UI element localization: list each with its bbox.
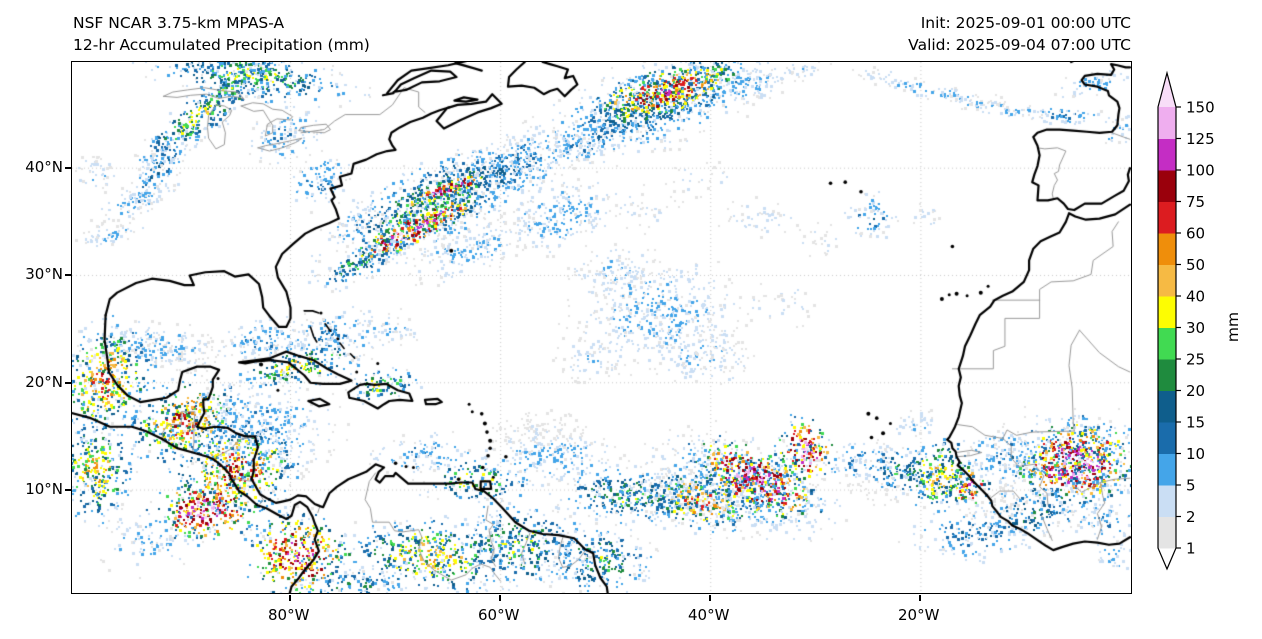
colorbar-tick-label: 15 — [1186, 414, 1205, 432]
x-tickmark — [919, 595, 921, 601]
colorbar-segment — [1158, 107, 1176, 139]
colorbar-tick-label: 2 — [1186, 508, 1196, 526]
colorbar-tick-label: 100 — [1186, 162, 1215, 180]
colorbar-segment — [1158, 264, 1176, 297]
y-tick-label-40n: 40°N — [25, 158, 63, 176]
colorbar-unit-label: mm — [1224, 312, 1242, 342]
colorbar-segment — [1158, 201, 1176, 234]
colorbar-segment — [1158, 390, 1176, 423]
colorbar-segment — [1158, 296, 1176, 328]
y-tickmark — [65, 489, 71, 491]
x-tickmark — [499, 595, 501, 601]
colorbar-tick-label: 1 — [1186, 540, 1196, 558]
colorbar-over-arrow — [1158, 73, 1176, 107]
colorbar-segment — [1158, 170, 1176, 202]
y-tickmark — [65, 274, 71, 276]
y-tick-label-30n: 30°N — [25, 265, 63, 283]
colorbar-tick-label: 10 — [1186, 445, 1205, 463]
colorbar-under-arrow — [1158, 548, 1176, 569]
colorbar-tick-label: 20 — [1186, 382, 1205, 400]
colorbar-segment — [1158, 138, 1176, 171]
colorbar-segment — [1158, 485, 1176, 517]
colorbar-tick-label: 125 — [1186, 130, 1215, 148]
colorbar-tick-label: 50 — [1186, 256, 1205, 274]
valid-time-label: Valid: 2025-09-04 07:00 UTC — [908, 36, 1131, 54]
colorbar-tick-label: 150 — [1186, 99, 1215, 117]
colorbar-segment — [1158, 359, 1176, 391]
colorbar-segment — [1158, 233, 1176, 265]
colorbar-tick-label: 40 — [1186, 288, 1205, 306]
y-tick-label-10n: 10°N — [25, 480, 63, 498]
precipitation-map-canvas — [72, 62, 1131, 593]
y-tick-label-20n: 20°N — [25, 373, 63, 391]
page-title: NSF NCAR 3.75-km MPAS-A — [73, 14, 285, 32]
page-subtitle: 12-hr Accumulated Precipitation (mm) — [73, 36, 370, 54]
x-tickmark — [289, 595, 291, 601]
init-time-label: Init: 2025-09-01 00:00 UTC — [920, 14, 1131, 32]
colorbar-segment — [1158, 422, 1176, 454]
y-tickmark — [65, 382, 71, 384]
colorbar-tick-label: 30 — [1186, 319, 1205, 337]
colorbar-tick-label: 5 — [1186, 477, 1196, 495]
colorbar-tick-label: 75 — [1186, 193, 1205, 211]
colorbar-segment — [1158, 453, 1176, 486]
colorbar-segment — [1158, 516, 1176, 549]
x-tick-label-20w: 20°W — [898, 606, 940, 624]
x-tickmark — [709, 595, 711, 601]
y-tickmark — [65, 167, 71, 169]
x-tick-label-80w: 80°W — [268, 606, 310, 624]
colorbar-tick-label: 25 — [1186, 351, 1205, 369]
x-tick-label-60w: 60°W — [478, 606, 520, 624]
x-tick-label-40w: 40°W — [688, 606, 730, 624]
colorbar-segment — [1158, 327, 1176, 360]
colorbar-tick-label: 60 — [1186, 225, 1205, 243]
